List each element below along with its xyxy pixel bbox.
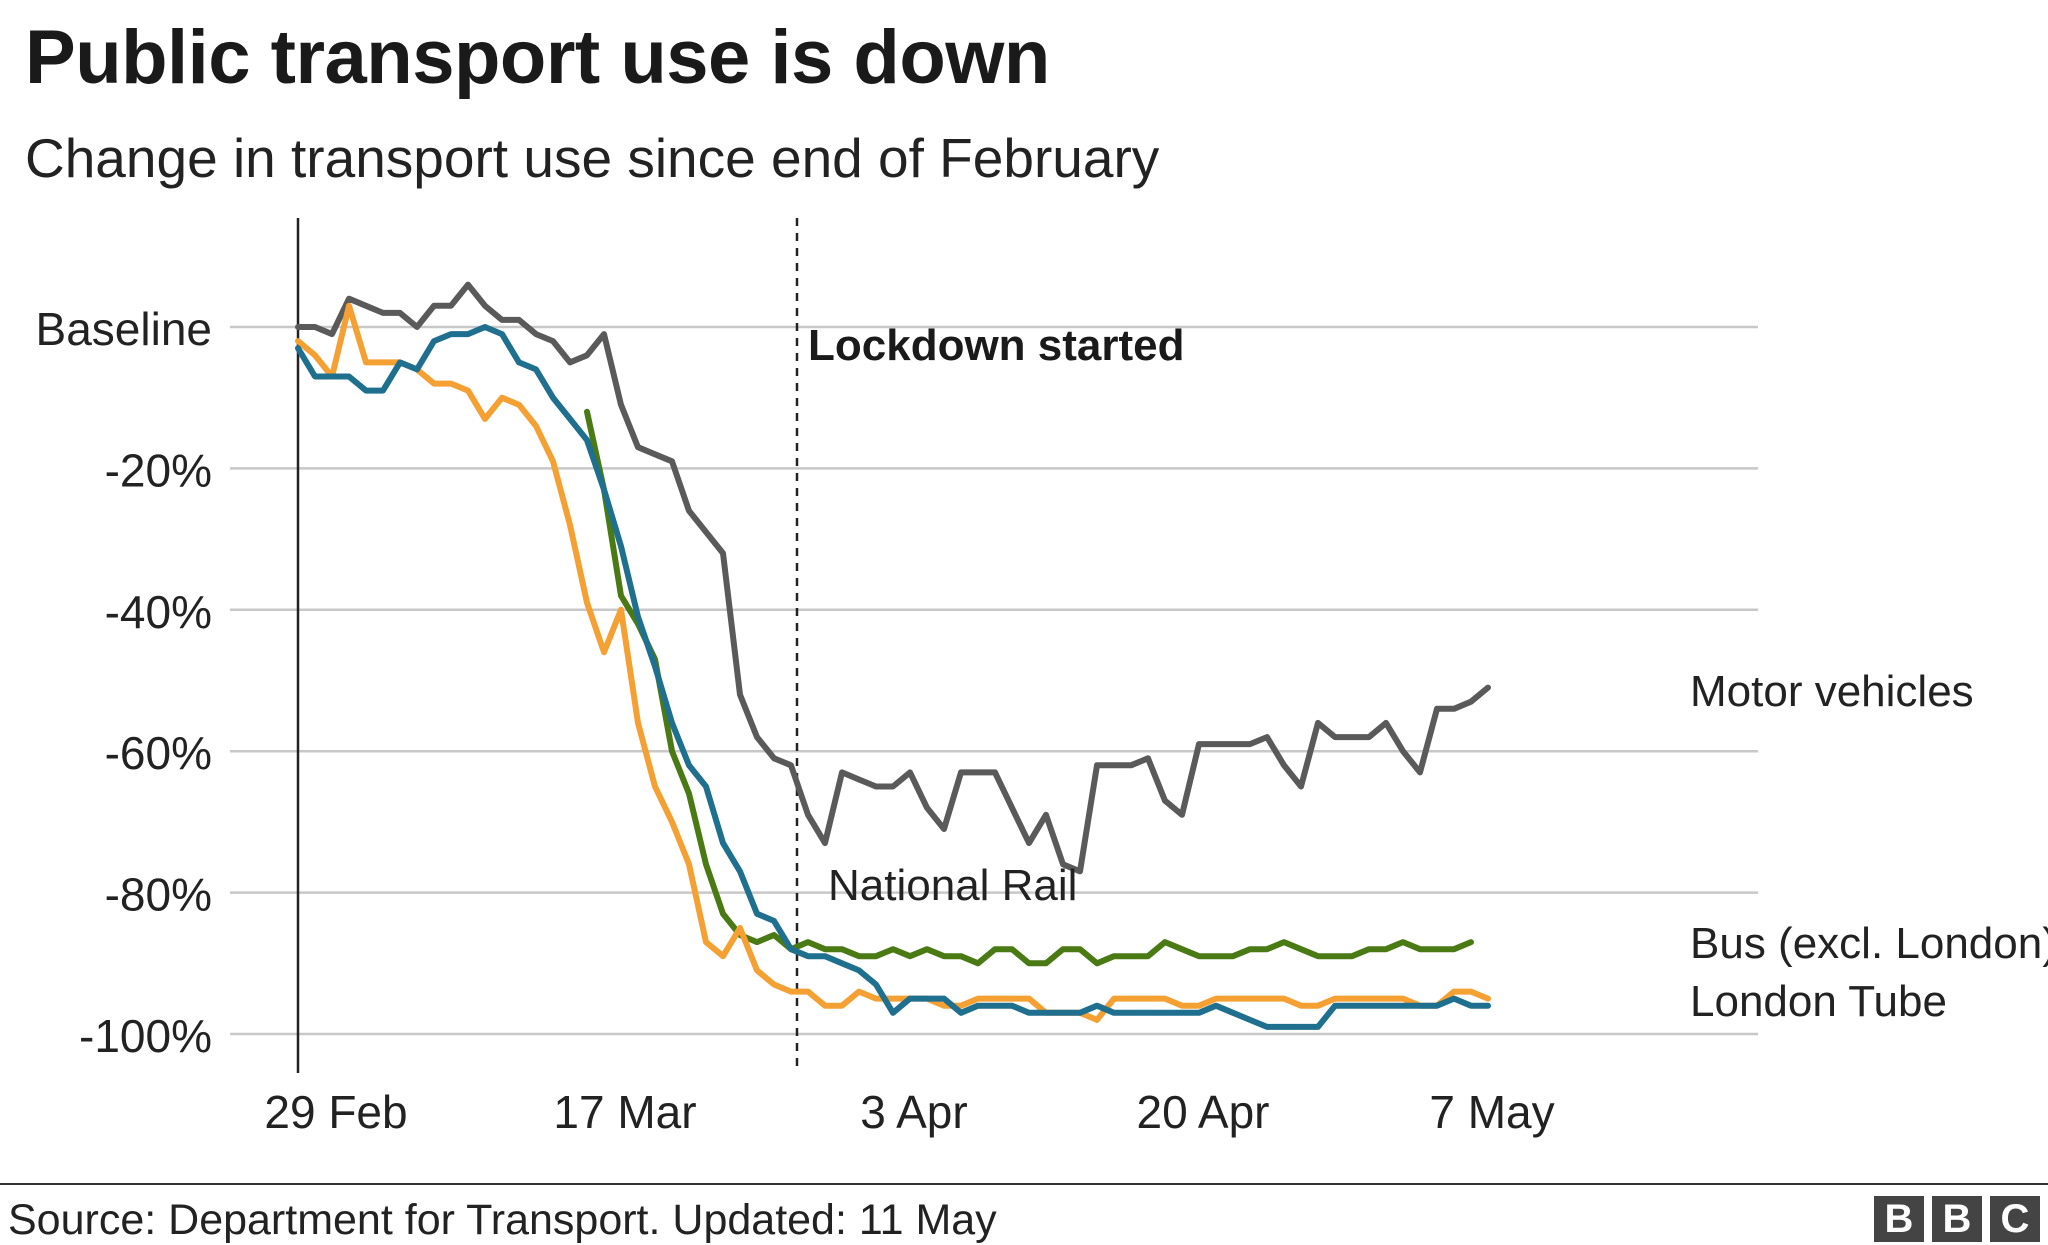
x-tick-label: 29 Feb (264, 1086, 407, 1138)
series-line-london-tube (295, 302, 1491, 1023)
chart-title: Public transport use is down (25, 15, 1050, 100)
x-tick-label: 20 Apr (1137, 1086, 1270, 1138)
line-chart: Baseline -20% -40% -60% -80% -100% 29 Feb 17 M… (36, 218, 2048, 1138)
series-label: National Rail (828, 861, 1077, 910)
footer-divider (0, 1183, 2048, 1185)
y-tick-label: -60% (105, 727, 212, 779)
y-tick-label: -20% (105, 444, 212, 496)
x-tick-label: 3 Apr (860, 1086, 967, 1138)
x-axis-labels: 29 Feb 17 Mar 3 Apr 20 Apr 7 May (264, 1086, 1554, 1138)
series-label: Bus (excl. London) (1690, 919, 2048, 968)
logo-letter-b1: B (1874, 1196, 1924, 1242)
series-labels: Motor vehicles National Rail Bus (excl. Lo… (828, 667, 2048, 1026)
source-note: Source: Department for Transport. Update… (8, 1196, 997, 1244)
x-tick-label: 17 Mar (553, 1086, 696, 1138)
bbc-logo: B B C (1874, 1196, 2040, 1242)
y-tick-label: -100% (79, 1010, 212, 1062)
series-lines (295, 281, 1491, 1030)
y-axis-labels: Baseline -20% -40% -60% -80% -100% (36, 303, 212, 1062)
lockdown-annotation: Lockdown started (795, 218, 1185, 1073)
series-line-bus-excl-london (295, 324, 1491, 1030)
series-label: London Tube (1690, 977, 1947, 1026)
y-tick-label: -80% (105, 869, 212, 921)
series-line-national-rail (584, 408, 1474, 967)
series-line-motor-vehicles (295, 281, 1491, 875)
chart-subtitle: Change in transport use since end of Feb… (25, 127, 1160, 189)
logo-letter-b2: B (1932, 1196, 1982, 1242)
x-tick-label: 7 May (1429, 1086, 1554, 1138)
logo-letter-c: C (1990, 1196, 2040, 1242)
lockdown-label: Lockdown started (808, 321, 1185, 370)
y-tick-label: Baseline (36, 303, 212, 355)
series-label: Motor vehicles (1690, 667, 1974, 716)
y-tick-label: -40% (105, 586, 212, 638)
